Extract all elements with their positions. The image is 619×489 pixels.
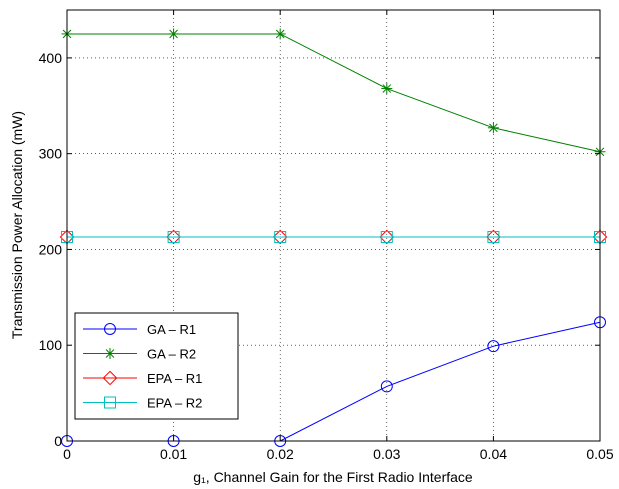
data-point <box>167 230 180 243</box>
asterisk-stroke <box>489 123 498 133</box>
legend-label: GA – R1 <box>147 322 196 337</box>
plot-frame <box>66 9 601 442</box>
y-tick-label: 100 <box>39 337 63 353</box>
series-line <box>67 33 601 153</box>
asterisk-stroke <box>382 84 392 93</box>
asterisk-stroke <box>169 29 178 39</box>
x-tick-label: 0.01 <box>160 446 187 462</box>
series-1 <box>61 28 606 158</box>
y-tick-label: 200 <box>39 241 63 257</box>
data-point <box>379 229 395 245</box>
y-tick-label: 300 <box>39 146 63 162</box>
data-point <box>487 122 499 134</box>
legend-marker <box>102 370 118 386</box>
y-tick-label: 0 <box>54 433 62 449</box>
data-point <box>272 229 288 245</box>
y-tick-label: 400 <box>39 50 63 66</box>
legend-marker <box>104 348 116 359</box>
legend-item: EPA – R1 <box>83 370 202 386</box>
legend-box <box>74 312 239 420</box>
legend-marker <box>104 396 116 409</box>
x-tick-label: 0.02 <box>267 446 294 462</box>
legend-marker <box>104 323 116 335</box>
data-point <box>381 83 393 95</box>
data-point <box>486 229 501 245</box>
data-point <box>380 230 393 243</box>
legend: GA – R1 GA – R2 EPA – R1 EPA – R2 <box>74 312 239 420</box>
legend-label: GA – R2 <box>147 347 196 362</box>
x-tick-label: 0.05 <box>586 446 613 462</box>
x-tick-label: 0.04 <box>480 446 507 462</box>
data-point <box>487 230 500 243</box>
y-axis-title: Transmission Power Allocation (mW) <box>9 111 25 339</box>
data-point <box>168 28 180 40</box>
data-point <box>380 380 393 393</box>
legend-item: GA – R2 <box>83 347 196 362</box>
data-point <box>274 28 286 40</box>
legend-item: EPA – R2 <box>83 396 202 411</box>
asterisk-stroke <box>105 349 115 358</box>
asterisk-stroke <box>275 29 285 39</box>
data-point <box>274 230 287 243</box>
x-axis-title: g₁, Channel Gain for the First Radio Int… <box>193 469 473 485</box>
legend-item: GA – R1 <box>83 322 196 337</box>
legend-label: EPA – R2 <box>147 396 202 411</box>
legend-label: EPA – R1 <box>147 371 202 386</box>
x-tick-label: 0.03 <box>373 446 400 462</box>
x-tick-label: 0 <box>63 446 71 462</box>
ticks: 0 0.01 0.02 0.03 0.04 0.05 0 100 200 300 400 <box>39 10 614 462</box>
data-point <box>166 229 181 245</box>
data-point <box>487 340 500 353</box>
